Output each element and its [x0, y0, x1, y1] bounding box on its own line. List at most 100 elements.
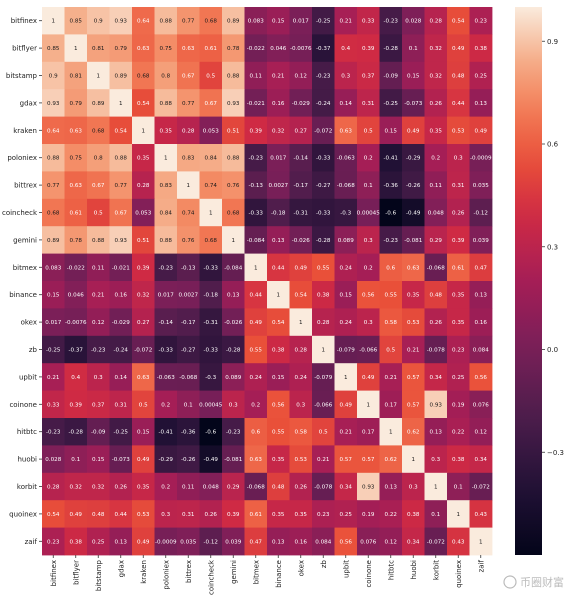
heatmap-cell	[222, 7, 245, 35]
heatmap-cell	[64, 61, 88, 90]
heatmap-cell	[402, 89, 425, 117]
cell-value: 0.26	[430, 320, 443, 326]
heatmap-cell	[379, 308, 403, 337]
heatmap-cell	[469, 89, 493, 117]
cell-value: 0.083	[248, 19, 264, 25]
cell-value: 0.16	[115, 293, 128, 299]
heatmap-cell	[222, 527, 245, 556]
cell-value: 0.75	[160, 46, 173, 52]
cell-value: 0.35	[430, 128, 443, 134]
heatmap-cell	[154, 116, 178, 145]
heatmap-cell	[222, 308, 245, 337]
heatmap-cell	[87, 390, 110, 419]
heatmap-cell	[177, 34, 200, 63]
cell-value: 0.32	[272, 128, 284, 134]
heatmap-cell	[312, 171, 335, 200]
cell-value: 0.39	[452, 238, 465, 244]
heatmap-cell	[132, 89, 155, 117]
heatmap-cell	[177, 7, 200, 35]
heatmap-cell	[469, 198, 493, 227]
cell-value: -0.0076	[290, 46, 312, 52]
heatmap-cell	[402, 363, 425, 391]
heatmap-cell	[469, 335, 493, 364]
cell-value: -0.022	[67, 265, 85, 271]
heatmap-cell	[334, 445, 358, 474]
heatmap-cell	[379, 390, 403, 419]
heatmap-cell	[42, 500, 65, 528]
heatmap-cell	[177, 472, 200, 501]
heatmap-cell	[469, 281, 493, 309]
heatmap-cell	[42, 335, 65, 364]
heatmap-cell	[334, 390, 358, 419]
heatmap-cell	[402, 116, 425, 145]
row-label: bitflyer	[12, 45, 37, 53]
column-label: bitfinex	[50, 560, 58, 586]
cell-value: -0.18	[271, 211, 286, 217]
cell-value: 0.0027	[268, 183, 288, 189]
heatmap-cell	[244, 61, 268, 90]
heatmap-cell	[312, 308, 335, 337]
cell-value: -0.072	[472, 485, 490, 491]
cell-value: 0.53	[407, 320, 420, 326]
cell-value: 0.53	[452, 128, 465, 134]
heatmap-cell	[199, 335, 223, 364]
cell-value: 0.32	[70, 485, 82, 491]
cell-value: -0.25	[114, 430, 129, 436]
cell-value: 0.12	[92, 320, 104, 326]
cell-value: 1	[366, 402, 370, 408]
cell-value: 0.24	[250, 375, 263, 381]
cell-value: 0.77	[115, 183, 128, 189]
cell-value: 0.32	[430, 74, 442, 80]
cell-value: 1	[231, 238, 235, 244]
heatmap-cell	[42, 418, 65, 446]
cell-value: 0.2	[364, 265, 373, 271]
cell-value: 0.53	[137, 512, 150, 518]
cell-value: 0.13	[475, 293, 488, 299]
heatmap-cell	[87, 418, 110, 446]
heatmap-cell	[109, 198, 133, 227]
cell-value: 0.053	[135, 211, 151, 217]
heatmap-cell	[357, 281, 380, 309]
cell-value: 0.6	[251, 430, 260, 436]
heatmap-cell	[267, 472, 290, 501]
heatmap-cell	[334, 281, 358, 309]
heatmap-cell	[469, 7, 493, 35]
heatmap-cell	[469, 116, 493, 145]
heatmap-cell	[109, 144, 133, 172]
heatmap-cell	[312, 472, 335, 501]
cell-value: 0.83	[182, 156, 195, 162]
heatmap-cell	[87, 253, 110, 282]
heatmap-cell	[424, 527, 448, 556]
cell-value: 0.88	[160, 238, 173, 244]
cell-value: 0.93	[430, 402, 443, 408]
cell-value: -0.066	[314, 402, 332, 408]
heatmap-cell	[424, 308, 448, 337]
heatmap-cell	[312, 418, 335, 446]
heatmap-cell	[267, 144, 290, 172]
heatmap-cell	[199, 281, 223, 309]
cell-value: 0.34	[340, 485, 353, 491]
heatmap-cell	[177, 335, 200, 364]
heatmap-cell	[132, 500, 155, 528]
heatmap-cell	[244, 418, 268, 446]
heatmap-cell	[177, 198, 200, 227]
heatmap-cell	[334, 527, 358, 556]
heatmap-cell	[289, 89, 313, 117]
heatmap-cell	[267, 363, 290, 391]
watermark-logo	[503, 575, 517, 589]
heatmap-cell	[402, 7, 425, 35]
heatmap-cell	[132, 281, 155, 309]
row-label: gdax	[20, 99, 37, 107]
heatmap-cell	[132, 34, 155, 63]
cell-value: 0.48	[430, 293, 443, 299]
cell-value: 0.16	[272, 101, 285, 107]
heatmap-cell	[334, 472, 358, 501]
heatmap-cell	[109, 171, 133, 200]
heatmap-cell	[42, 226, 65, 254]
column-label: coinone	[365, 560, 373, 588]
heatmap-cell	[109, 418, 133, 446]
cell-value: 0.5	[94, 211, 103, 217]
cell-value: 0.38	[317, 293, 330, 299]
cell-value: 0.25	[92, 539, 105, 545]
